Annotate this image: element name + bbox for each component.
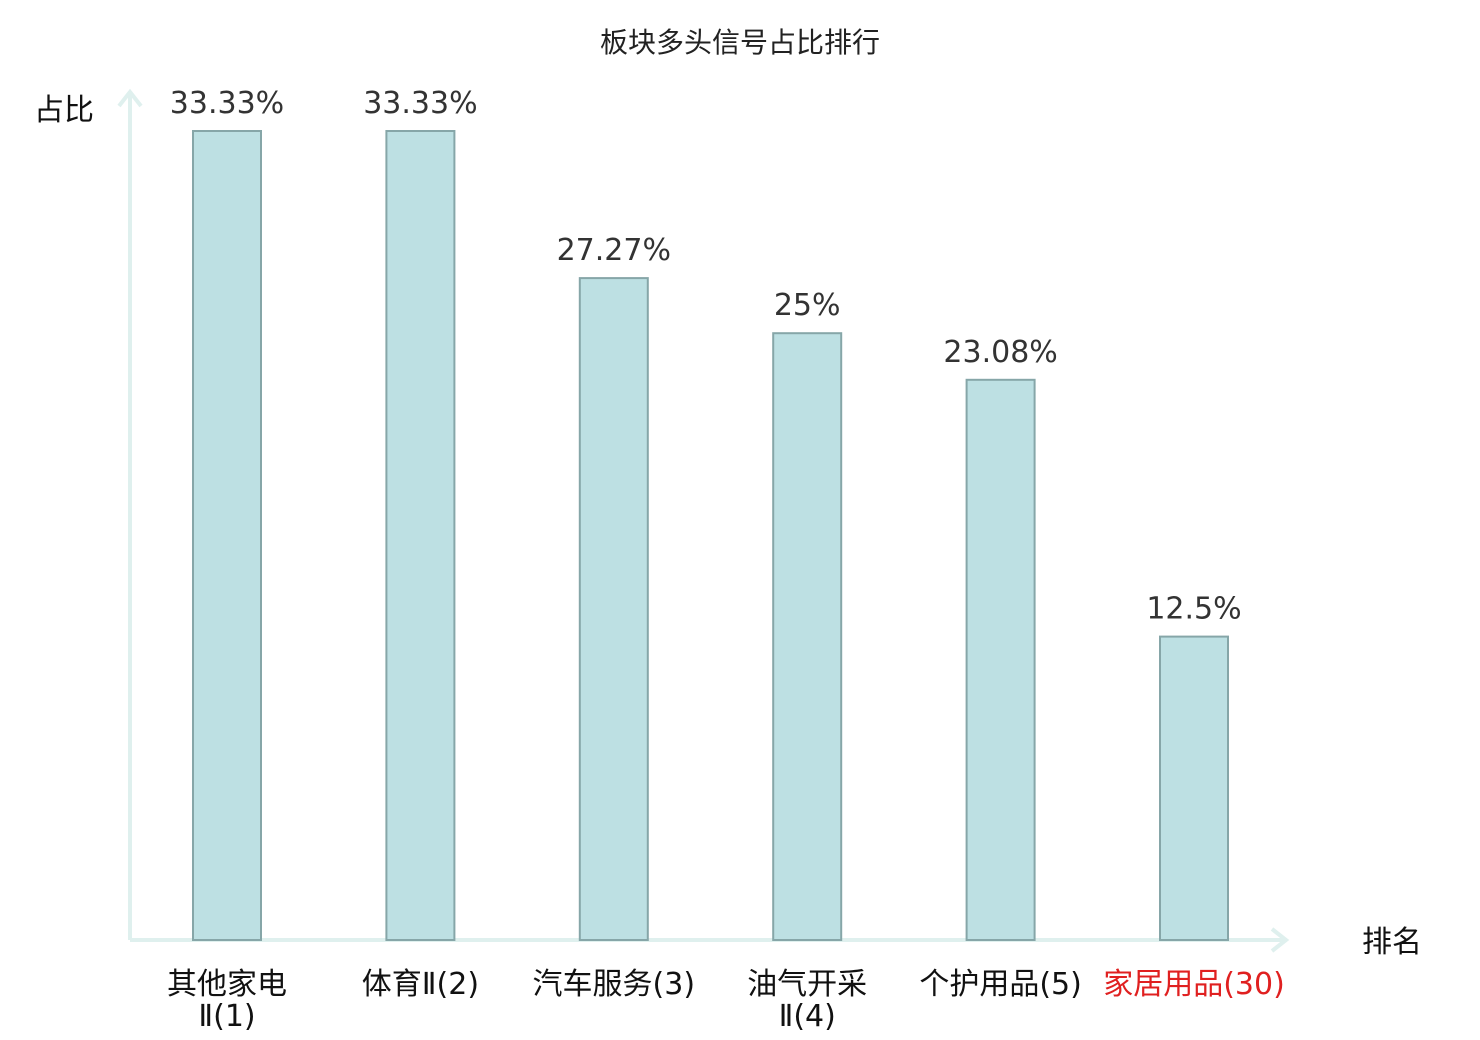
bar-value-label: 12.5% bbox=[1146, 592, 1241, 627]
bar bbox=[385, 130, 456, 941]
x-tick-label: 家居用品(30) bbox=[1103, 967, 1285, 1002]
bar bbox=[965, 378, 1036, 941]
y-axis-arrow bbox=[117, 88, 143, 108]
bar bbox=[1159, 635, 1229, 941]
bar-group bbox=[192, 130, 1229, 942]
x-axis-label: 排名 bbox=[1362, 925, 1422, 960]
bar bbox=[772, 332, 843, 941]
x-tick-label: Ⅱ(1) bbox=[198, 999, 255, 1034]
bar-value-label: 33.33% bbox=[363, 86, 477, 121]
x-tick-label: 油气开采 bbox=[747, 967, 867, 1002]
chart-title: 板块多头信号占比排行 bbox=[600, 26, 880, 59]
x-tick-label: 个护用品(5) bbox=[919, 967, 1082, 1002]
bar-value-label: 23.08% bbox=[943, 335, 1057, 370]
bar-value-label: 25% bbox=[774, 288, 841, 323]
bar bbox=[578, 277, 649, 942]
y-axis-label: 占比 bbox=[34, 93, 94, 128]
bar-value-label: 27.27% bbox=[557, 233, 671, 268]
x-tick-label: 汽车服务(3) bbox=[533, 967, 696, 1002]
x-tick-label: 体育Ⅱ(2) bbox=[362, 967, 479, 1002]
bar bbox=[192, 130, 262, 941]
x-tick-label: Ⅱ(4) bbox=[779, 999, 836, 1034]
value-label-group: 33.33% 33.33% 27.27% 25% 23.08% 12.5% bbox=[170, 86, 1242, 627]
x-axis-arrow bbox=[1270, 927, 1290, 953]
x-tick-label: 其他家电 bbox=[167, 967, 287, 1002]
bar-value-label: 33.33% bbox=[170, 86, 284, 121]
